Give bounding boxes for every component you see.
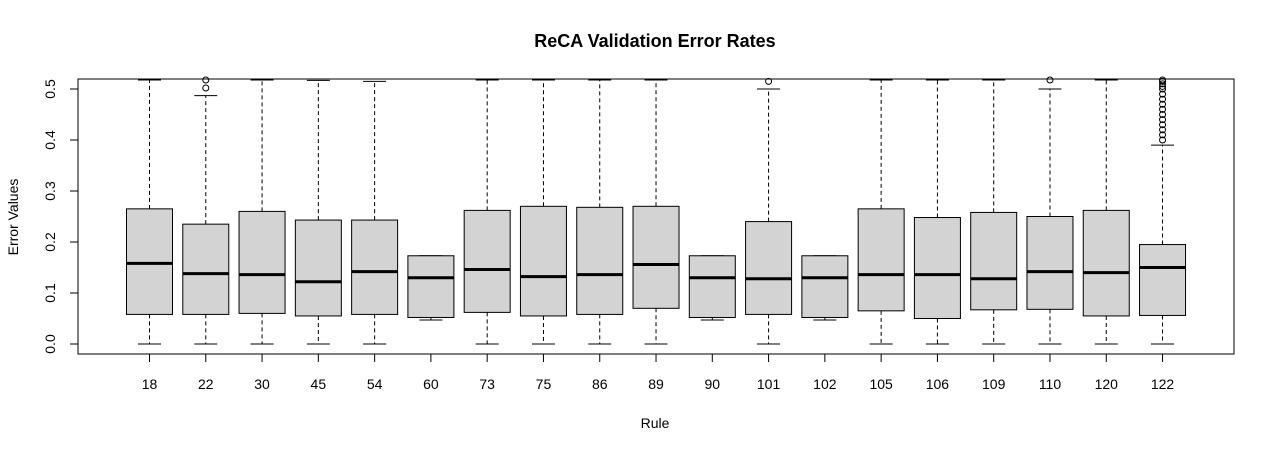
outlier-point xyxy=(1046,76,1054,84)
iqr-box xyxy=(688,255,736,318)
y-tick-label: 0.2 xyxy=(42,232,58,252)
iqr-box xyxy=(1139,244,1187,316)
x-tick-label: 109 xyxy=(982,376,1006,392)
box-rule-90 xyxy=(688,255,736,321)
x-tick-label: 106 xyxy=(926,376,950,392)
chart-title: ReCA Validation Error Rates xyxy=(534,31,775,51)
y-axis-label: Error Values xyxy=(5,179,21,256)
x-tick-label: 73 xyxy=(479,376,495,392)
x-tick-label: 54 xyxy=(367,376,383,392)
box-rule-86 xyxy=(576,79,624,345)
iqr-box xyxy=(913,217,961,320)
x-tick-label: 86 xyxy=(592,376,608,392)
box-rule-102 xyxy=(801,255,849,321)
y-tick-label: 0.0 xyxy=(42,334,58,354)
iqr-box xyxy=(238,210,286,314)
outlier-point xyxy=(1159,85,1167,93)
iqr-box xyxy=(632,205,680,309)
box-rule-106 xyxy=(913,79,961,345)
box-rule-101 xyxy=(745,77,793,345)
box-rule-89 xyxy=(632,79,680,345)
iqr-box xyxy=(182,223,230,315)
outlier-point xyxy=(1159,126,1167,134)
box-rule-122 xyxy=(1139,76,1187,345)
x-tick-label: 22 xyxy=(198,376,214,392)
outlier-point xyxy=(1159,90,1167,98)
outlier-point xyxy=(1159,116,1167,124)
x-tick-label: 90 xyxy=(705,376,721,392)
box-rule-109 xyxy=(970,79,1018,345)
iqr-box xyxy=(294,219,342,317)
iqr-box xyxy=(407,255,455,318)
iqr-box xyxy=(970,211,1018,311)
y-tick-label: 0.5 xyxy=(42,79,58,99)
iqr-box xyxy=(351,219,399,315)
box-rule-75 xyxy=(519,79,567,345)
iqr-box xyxy=(801,255,849,318)
y-tick-label: 0.4 xyxy=(42,130,58,150)
outlier-point xyxy=(1159,95,1167,103)
box-rule-54 xyxy=(351,80,399,345)
box-series xyxy=(126,76,1187,345)
iqr-box xyxy=(519,205,567,317)
box-rule-18 xyxy=(126,79,173,345)
box-rule-22 xyxy=(182,76,230,345)
x-tick-label: 60 xyxy=(423,376,439,392)
box-rule-110 xyxy=(1026,76,1074,345)
y-axis: 0.0 0.1 0.2 0.3 0.4 0.5 xyxy=(42,79,78,354)
outlier-point xyxy=(1159,136,1167,144)
outlier-point xyxy=(765,77,773,85)
outlier-point xyxy=(1159,105,1167,113)
iqr-box xyxy=(576,206,624,315)
x-tick-label: 75 xyxy=(536,376,552,392)
x-tick-label: 110 xyxy=(1039,376,1062,392)
outlier-point xyxy=(1159,111,1167,118)
x-tick-label: 101 xyxy=(757,376,781,392)
box-rule-45 xyxy=(294,79,342,345)
iqr-box xyxy=(463,209,511,313)
outlier-point xyxy=(1159,76,1167,84)
x-tick-label: 122 xyxy=(1151,376,1175,392)
x-tick-label: 89 xyxy=(648,376,664,392)
iqr-box xyxy=(1082,209,1130,317)
x-tick-label: 120 xyxy=(1095,376,1119,392)
x-axis-label: Rule xyxy=(641,415,670,431)
iqr-box xyxy=(857,208,905,312)
x-tick-label: 102 xyxy=(813,376,837,392)
box-rule-30 xyxy=(238,79,286,345)
box-rule-60 xyxy=(407,255,455,321)
outlier-point xyxy=(1159,100,1167,108)
x-tick-label: 105 xyxy=(869,376,893,392)
iqr-box xyxy=(126,208,173,315)
x-tick-label: 45 xyxy=(311,376,327,392)
iqr-box xyxy=(1026,216,1074,310)
outlier-point xyxy=(202,84,210,92)
outlier-point xyxy=(1159,121,1167,129)
y-tick-label: 0.3 xyxy=(42,181,58,201)
iqr-box xyxy=(745,221,793,315)
outlier-point xyxy=(202,76,210,84)
outlier-point xyxy=(1159,80,1167,88)
x-tick-label: 30 xyxy=(254,376,270,392)
x-axis: 18 22 30 45 54 60 73 75 86 89 90 101 102 105 106 109 110… xyxy=(142,354,1175,392)
box-rule-120 xyxy=(1082,79,1130,345)
box-rule-73 xyxy=(463,79,511,345)
y-tick-label: 0.1 xyxy=(42,283,58,303)
outlier-point xyxy=(1159,131,1167,139)
x-tick-label: 18 xyxy=(142,376,158,392)
box-rule-105 xyxy=(857,79,905,345)
